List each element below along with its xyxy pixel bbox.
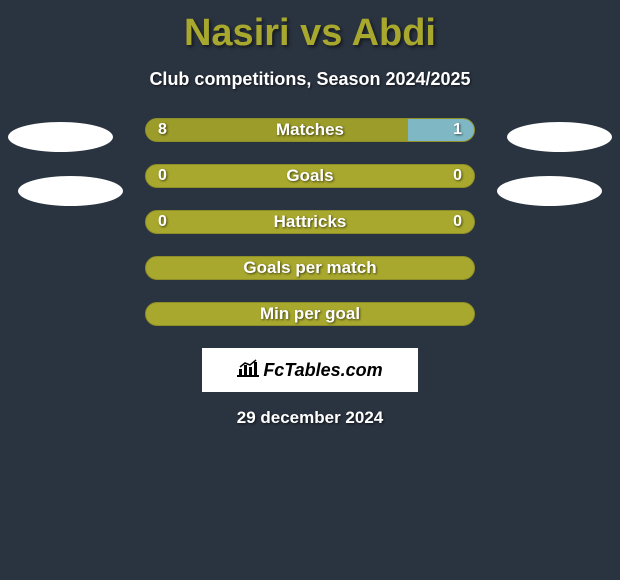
player-right-avatar-1 xyxy=(507,122,612,152)
chart-icon xyxy=(237,359,259,382)
bar-label: Matches xyxy=(146,119,474,141)
player-left-avatar-1 xyxy=(8,122,113,152)
bar-label: Hattricks xyxy=(146,211,474,233)
subtitle: Club competitions, Season 2024/2025 xyxy=(0,69,620,90)
logo-text: FcTables.com xyxy=(263,360,382,381)
page-title: Nasiri vs Abdi xyxy=(0,0,620,55)
player-left-avatar-2 xyxy=(18,176,123,206)
footer-date: 29 december 2024 xyxy=(0,408,620,428)
stat-bar-matches: 81Matches xyxy=(145,118,475,142)
stat-bar-hattricks: 00Hattricks xyxy=(145,210,475,234)
player-right-avatar-2 xyxy=(497,176,602,206)
stat-bar-goals-per-match: Goals per match xyxy=(145,256,475,280)
stat-bar-min-per-goal: Min per goal xyxy=(145,302,475,326)
stat-bar-goals: 00Goals xyxy=(145,164,475,188)
logo-box[interactable]: FcTables.com xyxy=(202,348,418,392)
bar-label: Goals xyxy=(146,165,474,187)
bar-label: Goals per match xyxy=(146,257,474,279)
comparison-bars: 81Matches 00Goals 00Hattricks Goals per mat… xyxy=(0,118,620,326)
bar-label: Min per goal xyxy=(146,303,474,325)
